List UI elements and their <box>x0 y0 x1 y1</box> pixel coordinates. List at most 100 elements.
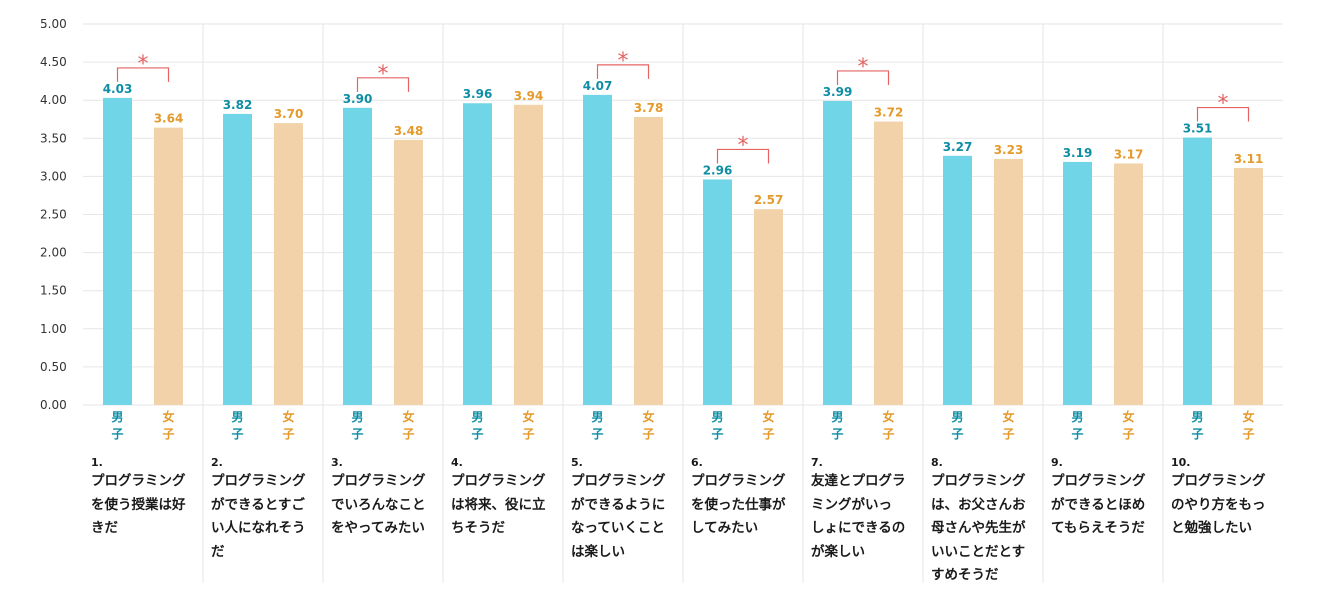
gender-label-male: 男 <box>471 410 483 424</box>
y-tick-label: 2.50 <box>40 208 67 222</box>
gender-label-female: 女 <box>1122 409 1134 424</box>
bar-female <box>394 139 423 405</box>
gender-label-female: 子 <box>162 427 174 441</box>
significance-bracket <box>356 77 410 92</box>
value-label-female: 3.48 <box>394 124 424 138</box>
gender-label-female: 女 <box>1002 409 1014 424</box>
bar-male <box>103 97 132 405</box>
bar-male <box>343 107 372 405</box>
gender-label-male: 男 <box>351 410 363 424</box>
value-label-male: 3.82 <box>223 98 253 112</box>
value-label-male: 3.27 <box>943 140 973 154</box>
bar-male <box>823 100 852 405</box>
value-label-male: 3.96 <box>463 87 493 101</box>
significance-marker: * <box>618 49 629 74</box>
y-tick-label: 4.00 <box>40 93 67 107</box>
bar-female <box>1234 168 1263 405</box>
bar-male <box>943 155 972 405</box>
gender-label-female: 女 <box>282 409 294 424</box>
gender-label-male: 男 <box>1071 410 1083 424</box>
gender-label-female: 女 <box>762 409 774 424</box>
gender-label-female: 女 <box>1242 409 1254 424</box>
question-text: プログラミング は、お父さんお 母さんや先生が いいことだとす すめそうだ <box>931 473 1026 583</box>
value-label-female: 3.11 <box>1234 152 1264 166</box>
value-label-male: 4.03 <box>103 82 133 96</box>
bar-female <box>274 123 303 405</box>
gender-label-male: 男 <box>831 410 843 424</box>
bar-male <box>583 94 612 405</box>
gender-label-male: 子 <box>1071 427 1083 441</box>
y-tick-label: 1.50 <box>40 284 67 298</box>
y-tick-label: 3.50 <box>40 131 67 145</box>
bar-female <box>154 127 183 405</box>
gender-label-female: 女 <box>402 409 414 424</box>
bar-male <box>1183 137 1212 405</box>
gender-label-male: 男 <box>231 410 243 424</box>
bar-female <box>754 209 783 405</box>
gender-label-female: 子 <box>282 427 294 441</box>
y-tick-label: 0.00 <box>40 398 67 412</box>
y-tick-label: 0.50 <box>40 360 67 374</box>
value-label-female: 3.94 <box>514 89 544 103</box>
gender-label-female: 女 <box>162 409 174 424</box>
question-text: プログラミング のやり方をもっ と勉強したい <box>1171 473 1266 536</box>
significance-bracket <box>836 70 890 85</box>
gender-label-female: 子 <box>882 427 894 441</box>
gender-label-male: 子 <box>951 427 963 441</box>
gender-label-male: 男 <box>591 410 603 424</box>
bar-female <box>514 104 543 405</box>
question-number: 3. <box>331 456 343 469</box>
gender-label-male: 男 <box>711 410 723 424</box>
gender-label-female: 子 <box>522 427 534 441</box>
question-number: 4. <box>451 456 463 469</box>
question-text: プログラミング は将来、役に立 ちそうだ <box>451 473 546 536</box>
significance-marker: * <box>378 62 389 87</box>
gender-label-male: 男 <box>111 410 123 424</box>
y-tick-label: 1.00 <box>40 322 67 336</box>
y-tick-label: 2.00 <box>40 246 67 260</box>
significance-marker: * <box>858 55 869 80</box>
significance-bracket <box>116 67 170 82</box>
question-number: 7. <box>811 456 823 469</box>
gender-label-male: 子 <box>831 427 843 441</box>
value-label-male: 3.51 <box>1183 122 1213 136</box>
value-label-male: 3.19 <box>1063 146 1093 160</box>
gender-label-male: 子 <box>1191 427 1203 441</box>
significance-bracket <box>1196 106 1250 122</box>
value-label-female: 2.57 <box>754 193 784 207</box>
y-tick-label: 5.00 <box>40 17 67 31</box>
question-number: 2. <box>211 456 223 469</box>
gender-label-male: 子 <box>471 427 483 441</box>
gender-label-male: 子 <box>591 427 603 441</box>
gender-label-male: 子 <box>111 427 123 441</box>
question-text: プログラミング ができるとすご い人になれそう だ <box>211 473 306 560</box>
gender-label-male: 子 <box>711 427 723 441</box>
gender-label-female: 子 <box>1002 427 1014 441</box>
value-label-male: 4.07 <box>583 79 613 93</box>
gender-label-female: 子 <box>1122 427 1134 441</box>
value-label-female: 3.72 <box>874 106 904 120</box>
gender-label-female: 子 <box>402 427 414 441</box>
question-number: 9. <box>1051 456 1063 469</box>
value-label-female: 3.23 <box>994 143 1024 157</box>
bar-female <box>994 158 1023 405</box>
question-text: 友達とプログラ ミングがいっ しょにできるの が楽しい <box>811 473 906 560</box>
value-label-male: 3.99 <box>823 85 853 99</box>
bar-male <box>1063 161 1092 405</box>
value-label-female: 3.70 <box>274 107 304 121</box>
question-text: プログラミング を使った仕事が してみたい <box>691 473 786 536</box>
bar-female <box>1114 163 1143 405</box>
value-label-female: 3.78 <box>634 101 664 115</box>
question-text: プログラミング を使う授業は好 きだ <box>91 473 186 536</box>
y-tick-label: 3.00 <box>40 169 67 183</box>
question-text: プログラミング ができるとほめ てもらえそうだ <box>1051 473 1146 536</box>
question-text: プログラミング でいろんなこと をやってみたい <box>331 473 426 536</box>
significance-bracket <box>716 148 770 164</box>
bar-male <box>463 103 492 406</box>
value-label-male: 3.90 <box>343 92 373 106</box>
gender-label-female: 子 <box>642 427 654 441</box>
gender-label-female: 女 <box>522 409 534 424</box>
question-text: プログラミング ができるように なっていくこと は楽しい <box>571 473 666 560</box>
bar-male <box>223 113 252 405</box>
